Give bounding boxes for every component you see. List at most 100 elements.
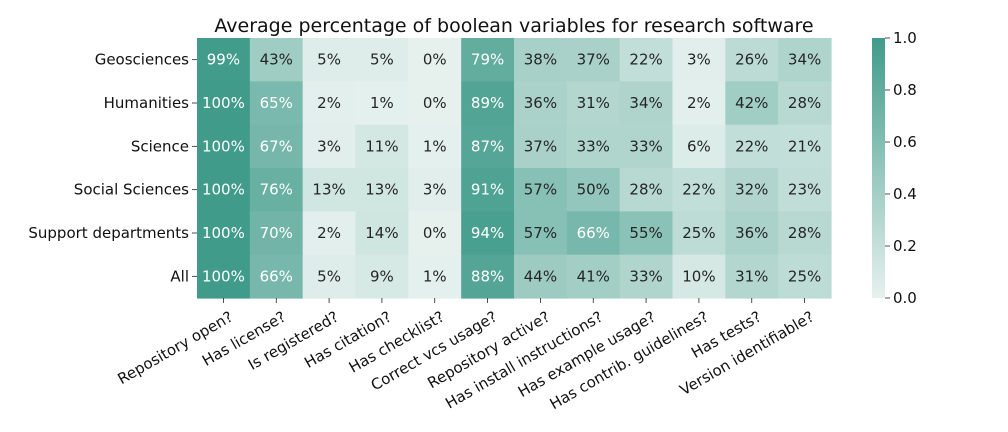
heatmap-cell: [355, 168, 409, 212]
cell-value-label: 37%: [577, 51, 610, 69]
cell-value-label: 3%: [687, 51, 711, 69]
cell-value-label: 87%: [471, 137, 504, 155]
cell-value-label: 41%: [577, 267, 610, 285]
cell-value-label: 57%: [524, 181, 557, 199]
heatmap-cell: [249, 168, 304, 212]
heatmap-cell: [619, 38, 674, 82]
cell-value-label: 25%: [788, 267, 821, 285]
cell-value-label: 33%: [577, 137, 610, 155]
cell-value-label: 70%: [260, 224, 293, 242]
cell-value-label: 22%: [682, 181, 715, 199]
heatmap-cell: [514, 168, 568, 212]
heatmap-cell: [778, 211, 832, 256]
cell-value-label: 100%: [202, 181, 245, 199]
cell-value-label: 0%: [423, 224, 447, 242]
cell-value-label: 28%: [788, 94, 821, 112]
heatmap-cell: [302, 124, 357, 169]
heatmap-cell: [566, 124, 621, 169]
heatmap-cell: [566, 211, 621, 256]
cell-value-label: 79%: [471, 51, 504, 69]
heatmap-cell: [197, 81, 251, 126]
heatmap-cell: [725, 38, 779, 82]
heatmap-cell: [302, 254, 357, 299]
cell-value-label: 11%: [365, 137, 398, 155]
row-label: Support departments: [28, 224, 189, 242]
heatmap-cell: [249, 81, 304, 126]
cell-value-label: 28%: [629, 181, 662, 199]
heatmap-cell: [619, 124, 674, 169]
heatmap-cell: [725, 124, 779, 169]
heatmap-cell: [619, 254, 674, 299]
cell-value-label: 13%: [365, 181, 398, 199]
cell-value-label: 22%: [735, 137, 768, 155]
heatmap-cell: [725, 211, 779, 256]
cell-value-label: 44%: [524, 267, 557, 285]
heatmap-cell: [461, 124, 515, 169]
cell-value-label: 50%: [577, 181, 610, 199]
heatmap-cells: [197, 38, 832, 299]
cell-value-label: 36%: [524, 94, 557, 112]
cell-value-label: 28%: [788, 224, 821, 242]
heatmap-cell: [461, 168, 515, 212]
colorbar-tick-label: 0.8: [893, 81, 917, 99]
heatmap-cell: [408, 124, 462, 169]
cell-value-label: 2%: [687, 94, 711, 112]
heatmap-cell: [302, 168, 357, 212]
heatmap-cell: [514, 254, 568, 299]
heatmap-cell: [672, 124, 726, 169]
heatmap-cell: [355, 124, 409, 169]
row-tick-labels: Geosciences Humanities Science Social Scien…: [28, 51, 197, 285]
heatmap-cell: [514, 81, 568, 126]
heatmap-cell: [197, 38, 251, 82]
cell-value-label: 32%: [735, 181, 768, 199]
colorbar-tick-label: 0.0: [893, 289, 917, 307]
heatmap-cell: [408, 38, 462, 82]
cell-value-label: 55%: [629, 224, 662, 242]
cell-value-label: 37%: [524, 137, 557, 155]
cell-value-label: 100%: [202, 224, 245, 242]
cell-value-label: 100%: [202, 267, 245, 285]
heatmap-cell: [461, 38, 515, 82]
heatmap-cell: [778, 254, 832, 299]
cell-value-label: 38%: [524, 51, 557, 69]
colorbar-gradient: [872, 38, 885, 298]
row-label: Science: [131, 137, 189, 155]
cell-value-label: 0%: [423, 51, 447, 69]
heatmap-cell: [566, 168, 621, 212]
cell-value-label: 13%: [312, 181, 345, 199]
heatmap-cell: [249, 211, 304, 256]
heatmap-cell: [355, 254, 409, 299]
chart-title: Average percentage of boolean variables …: [214, 15, 813, 37]
heatmap-cell: [355, 211, 409, 256]
cell-value-label: 5%: [317, 267, 341, 285]
heatmap-cell: [408, 211, 462, 256]
cell-value-label: 33%: [629, 137, 662, 155]
cell-value-label: 100%: [202, 94, 245, 112]
cell-value-labels: 99% 43% 5% 5% 0% 79% 38% 37% 22% 3% 26% 34% 100% 65% 2…: [202, 51, 821, 286]
heatmap-cell: [672, 254, 726, 299]
heatmap-cell: [725, 81, 779, 126]
heatmap-cell: [514, 38, 568, 82]
heatmap-cell: [408, 254, 462, 299]
colorbar-tick-label: 0.2: [893, 237, 917, 255]
heatmap-cell: [778, 81, 832, 126]
heatmap-cell: [619, 211, 674, 256]
heatmap-cell: [302, 211, 357, 256]
row-label: Social Sciences: [74, 181, 189, 199]
heatmap-cell: [619, 168, 674, 212]
heatmap-cell: [672, 211, 726, 256]
cell-value-label: 1%: [423, 267, 447, 285]
colorbar-tick-label: 0.6: [893, 133, 917, 151]
colorbar-ticks: 0.0 0.2 0.4 0.6 0.8 1.0: [885, 29, 917, 307]
cell-value-label: 26%: [735, 51, 768, 69]
cell-value-label: 10%: [682, 267, 715, 285]
column-tick-labels: Repository open?Has license?Is registere…: [114, 298, 817, 413]
heatmap-cell: [725, 254, 779, 299]
heatmap-cell: [672, 81, 726, 126]
heatmap-cell: [778, 124, 832, 169]
cell-value-label: 99%: [207, 51, 240, 69]
colorbar-tick-label: 0.4: [893, 185, 917, 203]
cell-value-label: 1%: [370, 94, 394, 112]
heatmap-cell: [778, 38, 832, 82]
cell-value-label: 57%: [524, 224, 557, 242]
